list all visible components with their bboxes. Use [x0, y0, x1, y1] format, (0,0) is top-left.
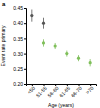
y-tick-label: 0.35 [13, 36, 23, 42]
point [77, 57, 80, 60]
x-tick: 56-60 [46, 84, 59, 98]
point [65, 52, 68, 55]
y-tick: 0.35 [13, 36, 26, 42]
x-tick-label: 56-60 [46, 85, 59, 98]
series [42, 39, 92, 66]
x-tick: 51-55 [35, 84, 48, 98]
y-tick-mark [24, 54, 26, 55]
y-tick: 0.25 [13, 66, 26, 72]
plot-area [30, 10, 92, 67]
y-tick-mark [24, 84, 26, 85]
y-tick-label: 0.45 [13, 5, 23, 11]
y-tick-label: 0.20 [13, 81, 23, 87]
y-tick-label: 0.25 [13, 66, 23, 72]
point [42, 22, 45, 25]
x-tick-label: >70 [84, 85, 94, 95]
x-tick: 66-70 [70, 84, 83, 98]
y-tick-label: 0.40 [13, 20, 23, 26]
series [30, 10, 45, 29]
point [89, 61, 92, 64]
x-axis-line [27, 85, 97, 87]
y-tick-label: 0.30 [13, 51, 23, 57]
x-tick-label: 51-55 [35, 85, 48, 98]
point [42, 41, 45, 44]
point [54, 44, 57, 47]
y-axis-title: Event rate primary [0, 25, 6, 66]
x-axis-title: Age (years) [48, 102, 74, 108]
y-tick: 0.45 [13, 5, 26, 11]
y-tick-mark [24, 8, 26, 9]
x-axis: <5051-5556-6061-6566-70>70 [26, 84, 97, 98]
x-tick-label: 66-70 [70, 85, 83, 98]
x-tick-label: 61-65 [58, 85, 71, 98]
y-tick: 0.30 [13, 51, 26, 57]
y-tick: 0.20 [13, 81, 26, 87]
y-axis-line [24, 9, 27, 85]
y-axis: 0.20 0.25 0.30 0.35 0.40 0.45 [13, 5, 26, 87]
panel-label: a [2, 1, 6, 7]
point [30, 14, 33, 17]
chart: 0.20 0.25 0.30 0.35 0.40 0.45 <5051-5556-6061-… [0, 0, 100, 108]
y-tick-mark [24, 23, 26, 24]
y-tick: 0.40 [13, 20, 26, 26]
x-tick: 61-65 [58, 84, 71, 98]
x-tick: >70 [84, 84, 94, 95]
y-tick-mark [24, 38, 26, 39]
y-tick-mark [24, 69, 26, 70]
